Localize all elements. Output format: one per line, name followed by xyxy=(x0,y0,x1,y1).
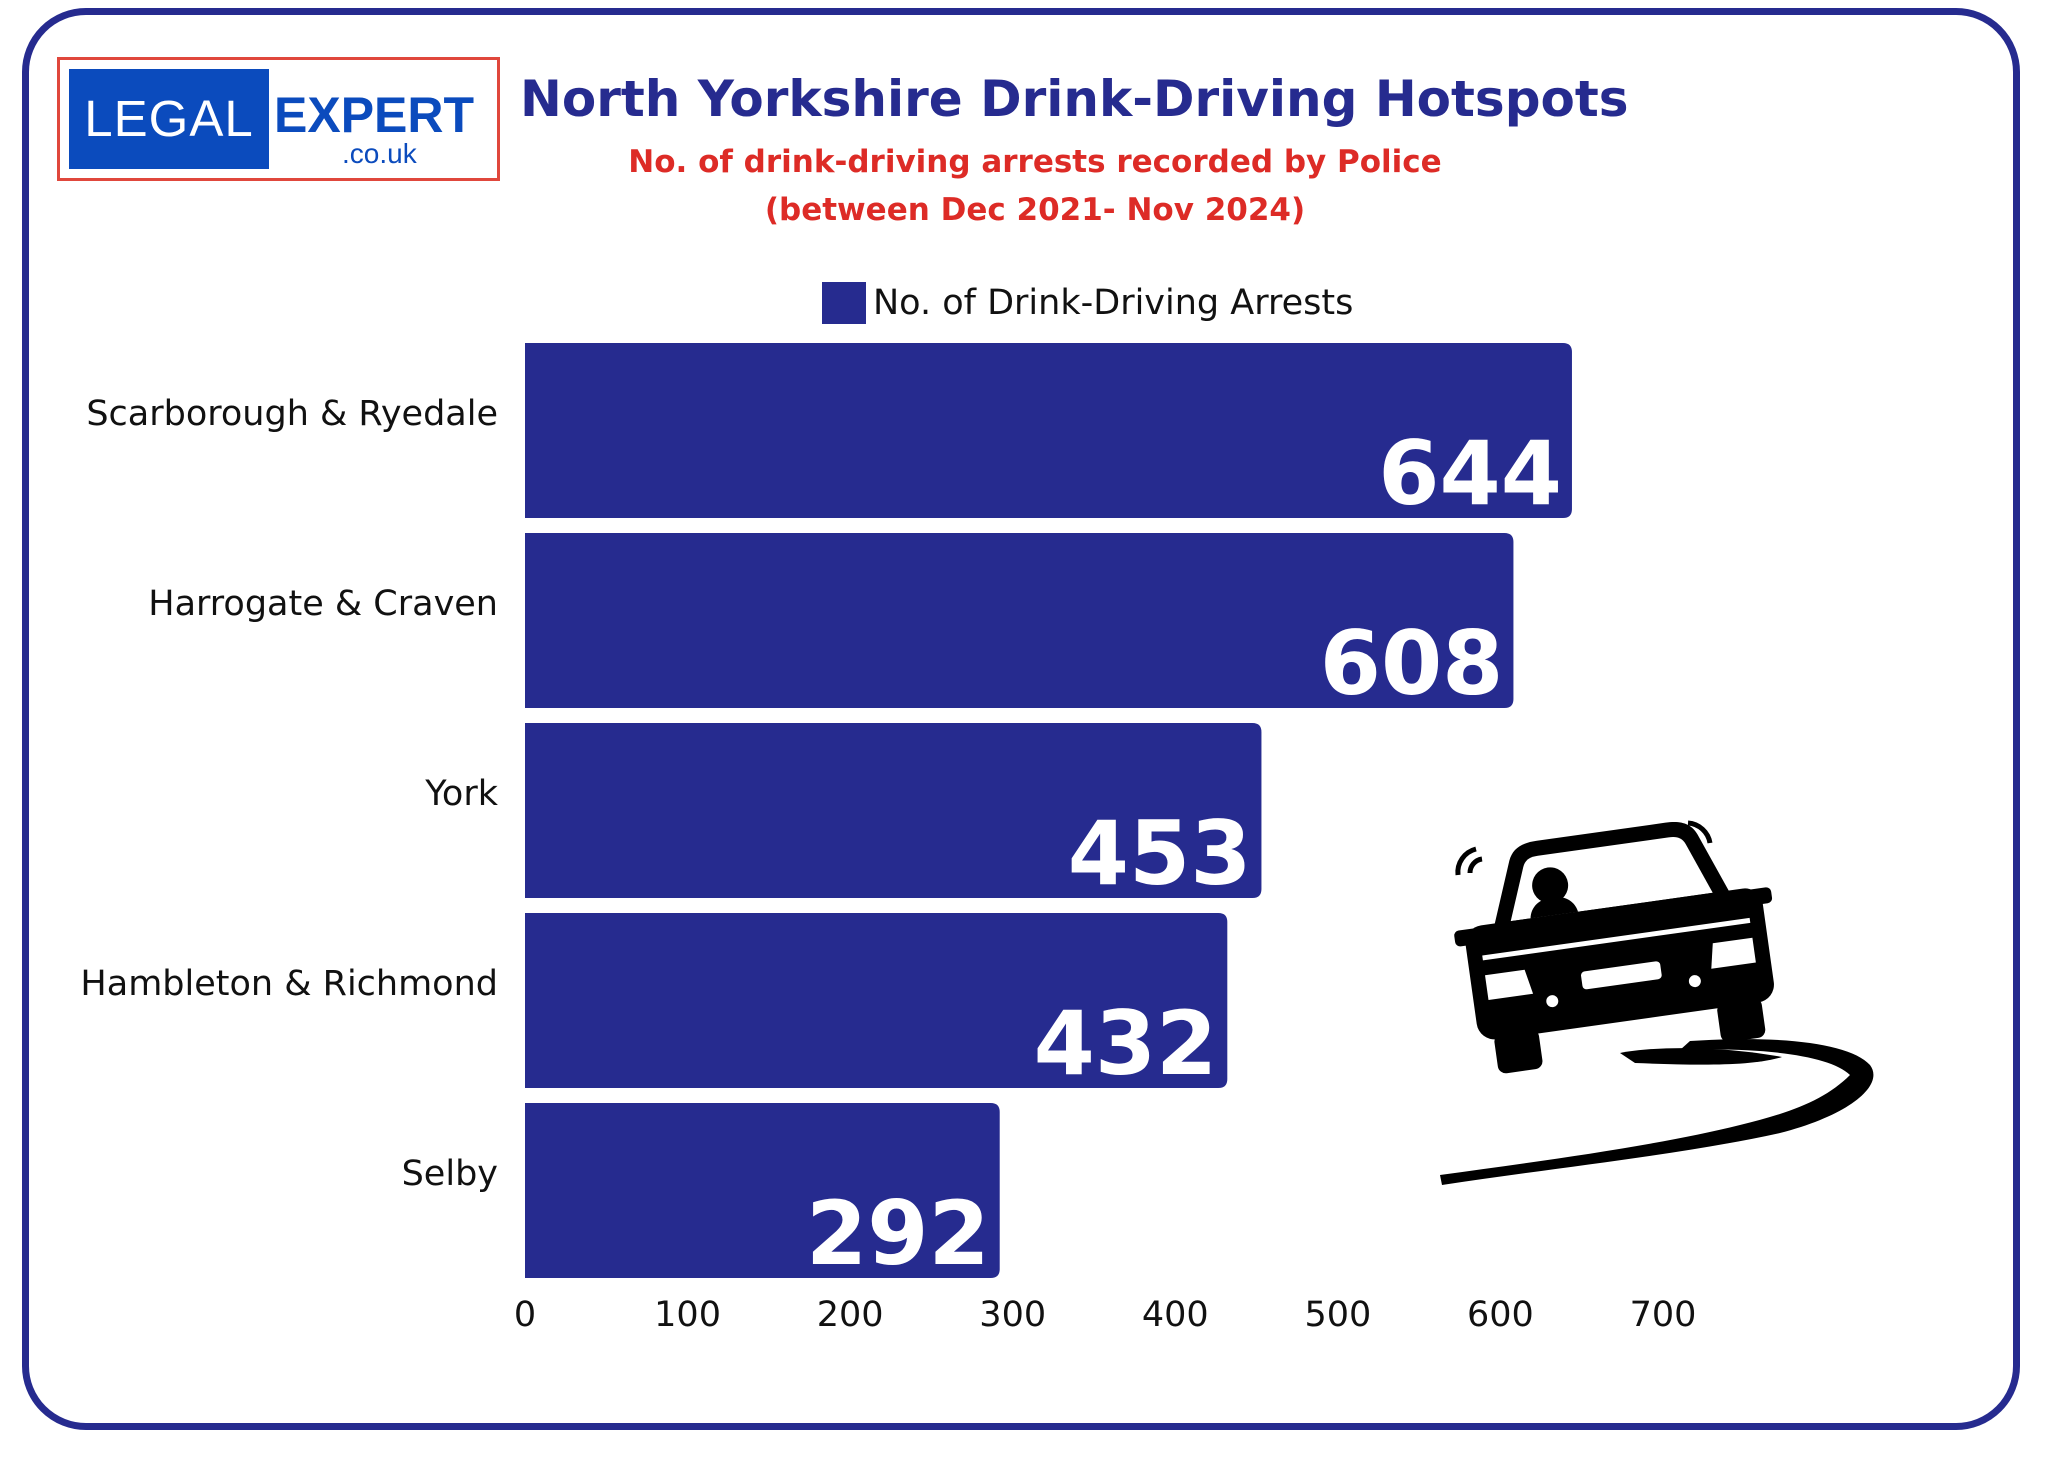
chart-subtitle-line2: (between Dec 2021- Nov 2024) xyxy=(764,192,1306,228)
legend-label: No. of Drink-Driving Arrests xyxy=(873,283,1354,323)
bar xyxy=(525,533,1514,708)
category-label: York xyxy=(424,774,499,814)
data-label: 608 xyxy=(1320,612,1504,715)
rounded-frame xyxy=(22,8,2020,1430)
data-label: 432 xyxy=(1034,992,1218,1095)
bar xyxy=(525,723,1262,898)
chart-subtitle-line1: No. of drink-driving arrests recorded by… xyxy=(628,144,1442,180)
legal-expert-logo: LEGAL EXPERT .co.uk xyxy=(57,57,500,181)
logo-right-text: EXPERT xyxy=(274,87,475,143)
x-tick-label: 0 xyxy=(514,1295,536,1335)
legend-swatch xyxy=(822,282,866,324)
data-label: 292 xyxy=(806,1182,990,1285)
x-tick-label: 300 xyxy=(979,1295,1046,1335)
bar xyxy=(525,1103,1000,1278)
category-label: Scarborough & Ryedale xyxy=(86,394,498,434)
bar xyxy=(525,913,1228,1088)
data-label: 453 xyxy=(1068,802,1252,905)
bar xyxy=(525,343,1572,518)
x-tick-label: 600 xyxy=(1467,1295,1534,1335)
logo-left-text: LEGAL xyxy=(69,69,269,169)
x-tick-label: 500 xyxy=(1304,1295,1371,1335)
chart-title: North Yorkshire Drink-Driving Hotspots xyxy=(520,70,1629,128)
x-tick-label: 400 xyxy=(1142,1295,1209,1335)
category-label: Hambleton & Richmond xyxy=(80,964,498,1004)
swerving-car-icon xyxy=(1440,820,1874,1185)
x-tick-label: 100 xyxy=(654,1295,721,1335)
category-label: Selby xyxy=(402,1154,498,1194)
x-tick-label: 700 xyxy=(1630,1295,1697,1335)
category-label: Harrogate & Craven xyxy=(148,584,498,624)
x-tick-label: 200 xyxy=(817,1295,884,1335)
data-label: 644 xyxy=(1378,422,1562,525)
logo-domain-text: .co.uk xyxy=(342,138,417,169)
